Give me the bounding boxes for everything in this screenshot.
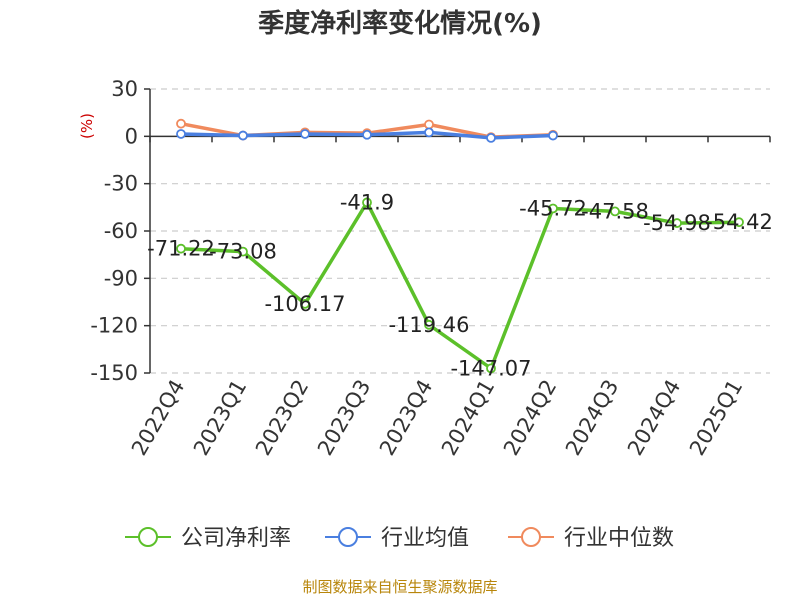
data-label: -47.58	[581, 199, 649, 223]
data-point	[486, 363, 496, 374]
legend-marker	[521, 527, 541, 547]
data-label: -119.46	[388, 313, 469, 337]
data-point	[610, 206, 620, 217]
data-point	[238, 130, 248, 141]
data-point	[734, 217, 744, 228]
x-tick-label: 2024Q4	[623, 376, 685, 460]
data-point	[672, 218, 682, 228]
data-label: -71.22	[147, 237, 215, 261]
x-tick-label: 2023Q1	[189, 376, 251, 460]
data-label: -73.08	[209, 240, 277, 264]
y-axis-unit: (%)	[78, 113, 96, 139]
y-tick-label: -60	[104, 219, 138, 243]
series-lines	[176, 118, 744, 374]
data-point	[362, 129, 372, 140]
data-label: -54.98	[643, 211, 711, 235]
data-point	[300, 298, 310, 309]
x-tick-labels: 2022Q4 2023Q1 2023Q2 2023Q3 2023Q4 2024Q1 2024…	[127, 376, 747, 460]
data-point	[176, 118, 186, 129]
data-label: -54.42	[705, 210, 773, 234]
data-point	[176, 243, 186, 254]
legend-label: 公司净利率	[181, 526, 291, 551]
x-tick-label: 2023Q2	[251, 376, 313, 460]
y-tick-label: 30	[111, 77, 138, 101]
x-tick-label: 2023Q3	[313, 376, 375, 460]
x-tick-label: 2022Q4	[127, 376, 189, 460]
data-point	[238, 246, 248, 257]
data-point	[362, 197, 372, 208]
x-tick-label: 2024Q1	[437, 376, 499, 460]
data-label: -45.72	[519, 196, 587, 220]
legend-label: 行业中位数	[564, 526, 674, 551]
y-tick-label: -120	[90, 314, 138, 338]
chart-title: 季度净利率变化情况(%)	[258, 8, 542, 39]
x-tick-label: 2024Q2	[499, 376, 561, 460]
x-tick-label: 2025Q1	[685, 376, 747, 460]
data-point	[548, 130, 558, 141]
y-tick-label: -150	[90, 361, 138, 385]
y-tick-labels: 30 0 -30 -60 -90 -120 -150	[90, 77, 138, 385]
data-point	[424, 319, 434, 330]
y-tick-label: -90	[104, 266, 138, 290]
data-label: -106.17	[264, 292, 345, 316]
data-point	[424, 127, 434, 138]
source-note: 制图数据来自恒生聚源数据库	[302, 578, 497, 596]
data-point	[424, 119, 434, 130]
y-tick-label: -30	[104, 172, 138, 196]
data-label: -147.07	[450, 356, 531, 380]
data-point	[548, 203, 558, 214]
data-labels: -71.22-73.08 -106.17 -41.9 -119.46 -147.07 -4…	[147, 190, 773, 380]
y-tick-label: 0	[125, 124, 138, 148]
legend-item[interactable]: 行业中位数	[508, 526, 674, 551]
legend-marker	[338, 527, 358, 547]
data-point	[300, 129, 310, 139]
legend-marker	[138, 527, 158, 547]
legend-label: 行业均值	[381, 526, 469, 551]
data-label: -41.9	[340, 190, 394, 214]
data-point	[486, 133, 496, 143]
legend-item[interactable]: 行业均值	[325, 526, 469, 551]
series-line	[180, 200, 740, 371]
grid-lines	[150, 88, 770, 374]
legend-item[interactable]: 公司净利率	[125, 526, 291, 551]
x-tick-label: 2023Q4	[375, 376, 437, 460]
legend[interactable]: 公司净利率 行业均值 行业中位数	[125, 526, 674, 551]
x-tick-label: 2024Q3	[561, 376, 623, 460]
data-point	[176, 129, 186, 139]
